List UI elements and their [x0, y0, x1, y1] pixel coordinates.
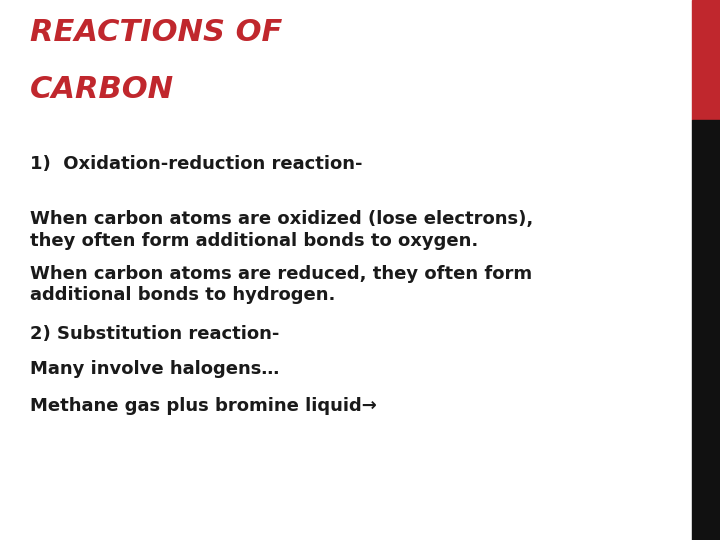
Text: 2) Substitution reaction-: 2) Substitution reaction-	[30, 325, 279, 343]
Text: Many involve halogens…: Many involve halogens…	[30, 360, 279, 378]
Bar	[692, 120, 720, 540]
Bar	[692, 0, 720, 120]
Text: CARBON: CARBON	[30, 75, 174, 104]
Text: 1)  Oxidation-reduction reaction-: 1) Oxidation-reduction reaction-	[30, 155, 362, 173]
Text: Methane gas plus bromine liquid→: Methane gas plus bromine liquid→	[30, 397, 377, 415]
Text: REACTIONS OF: REACTIONS OF	[30, 18, 282, 47]
Text: When carbon atoms are oxidized (lose electrons),
they often form additional bond: When carbon atoms are oxidized (lose ele…	[30, 210, 534, 249]
Text: When carbon atoms are reduced, they often form
additional bonds to hydrogen.: When carbon atoms are reduced, they ofte…	[30, 265, 532, 305]
